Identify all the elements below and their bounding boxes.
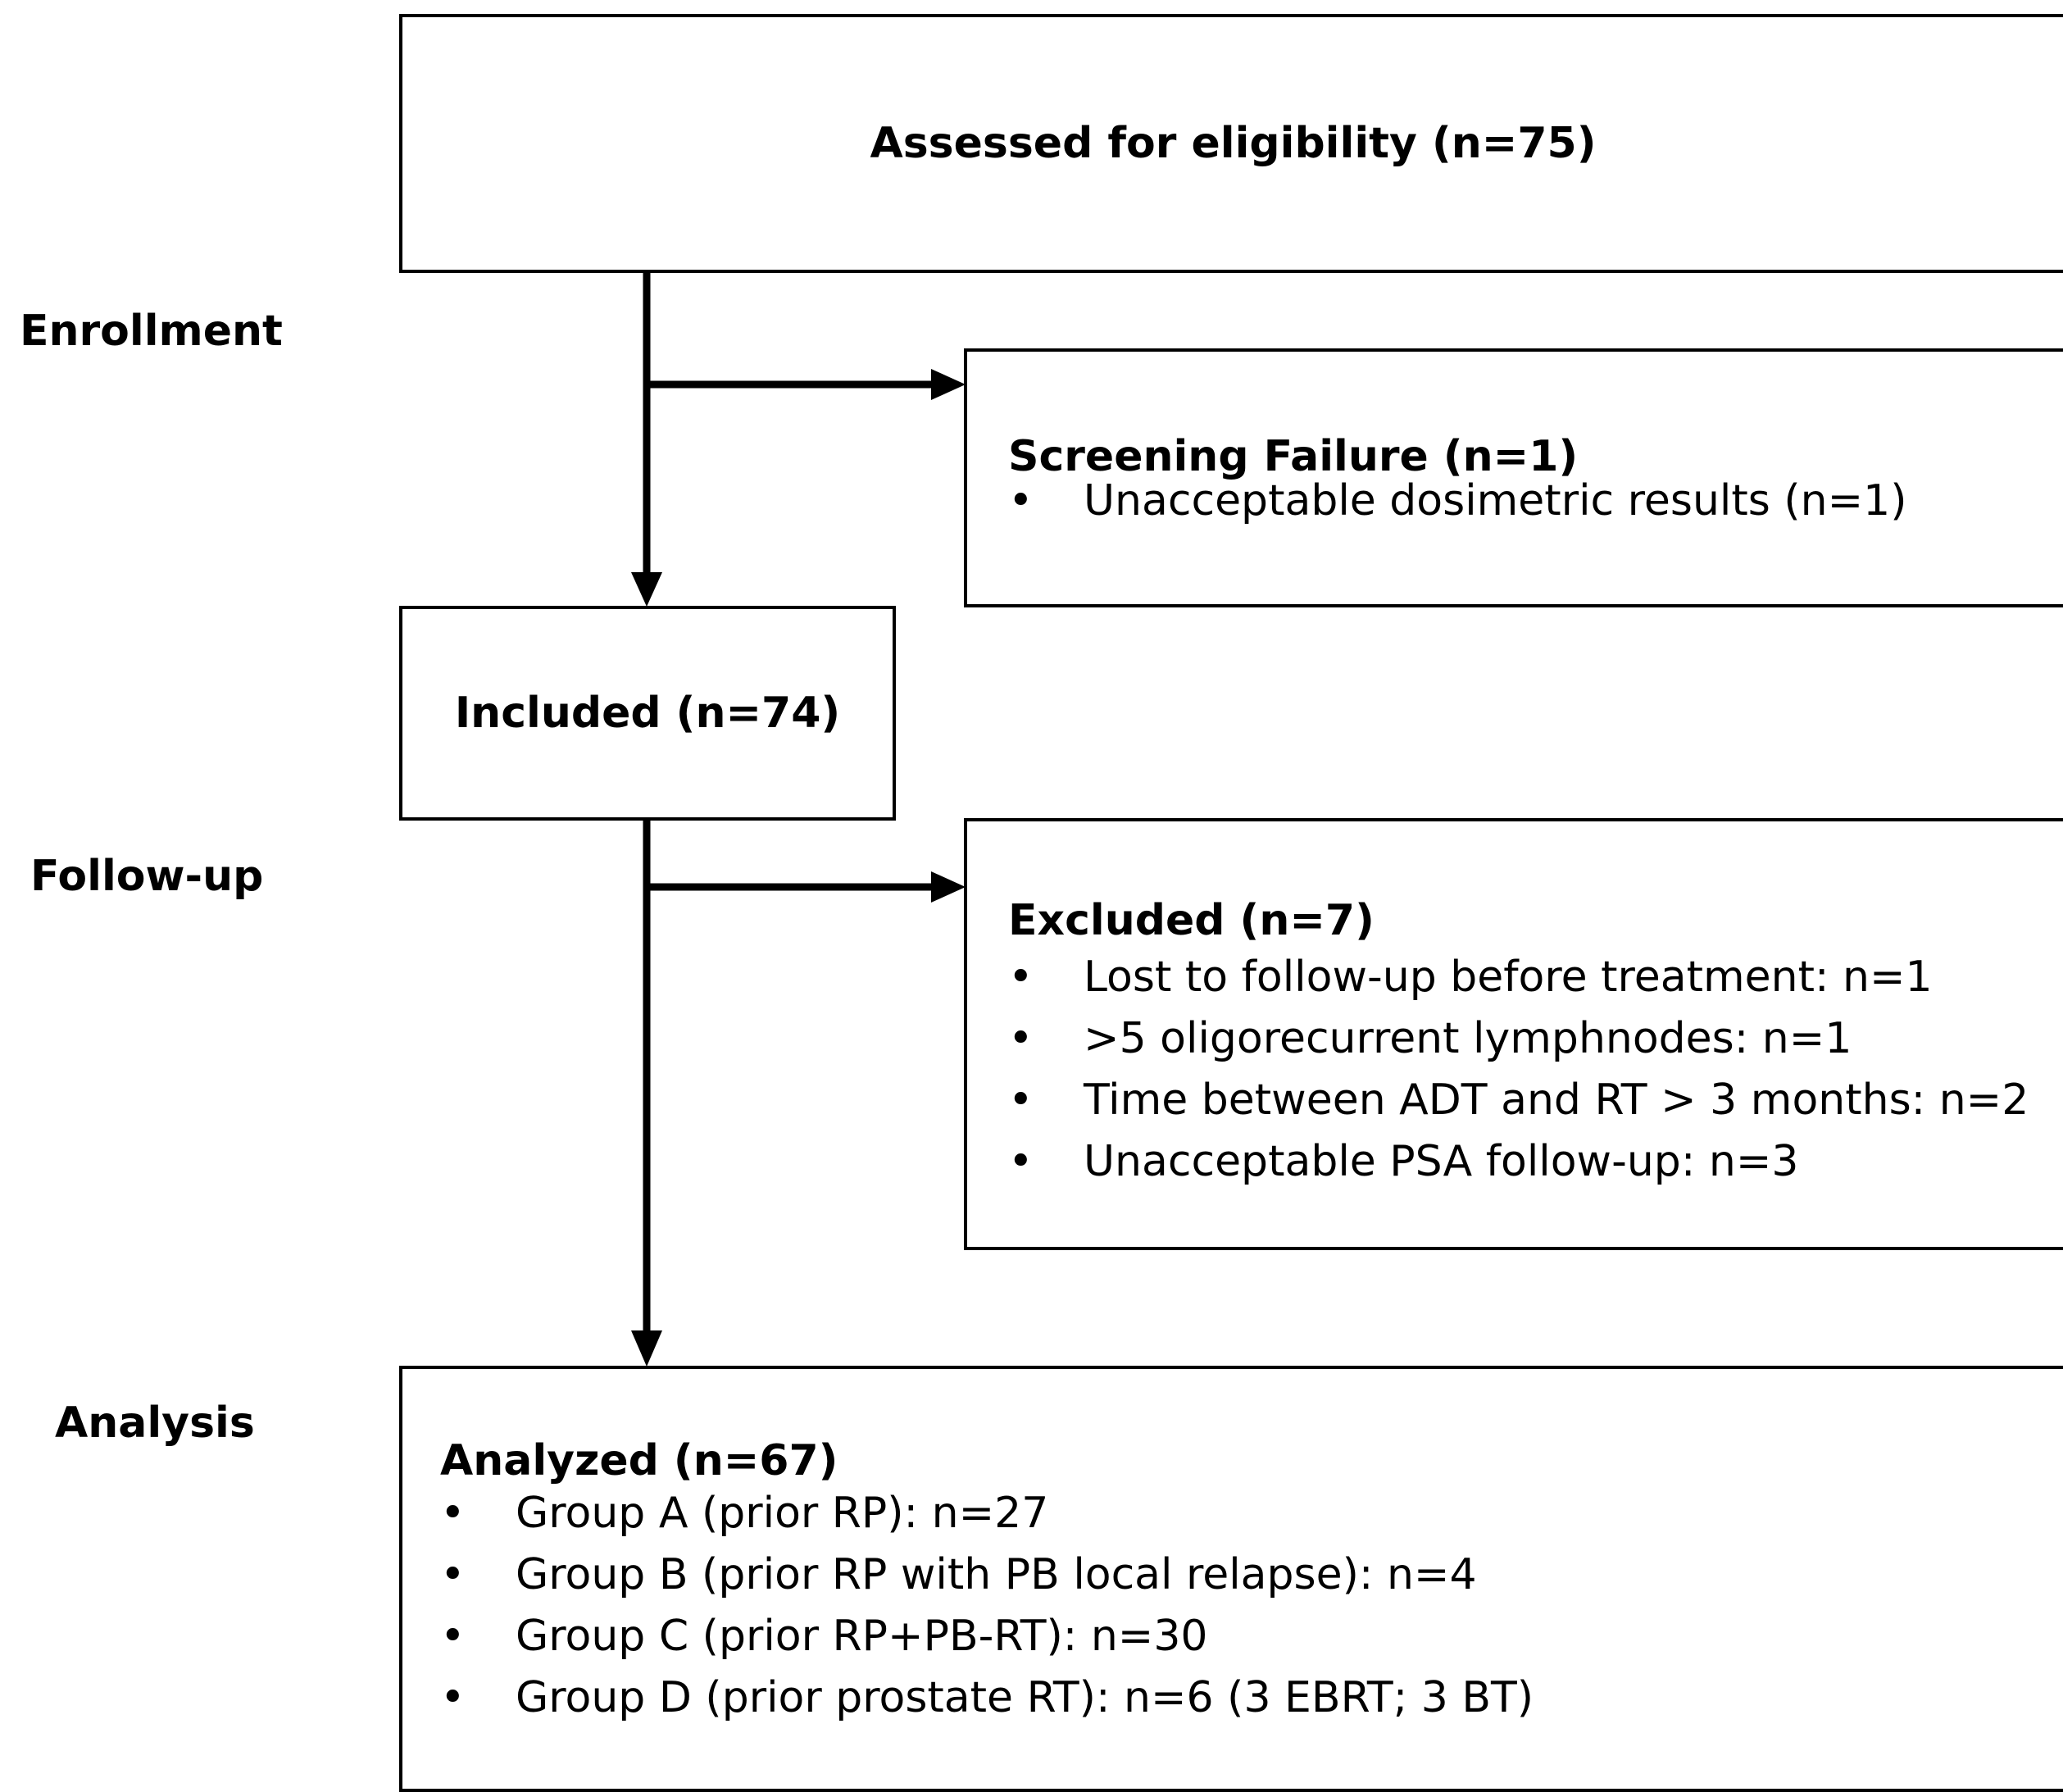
list-item: • Unacceptable PSA follow-up: n=3: [1008, 1131, 2029, 1193]
assessed-title: Assessed for eligibility (n=75): [870, 119, 1597, 168]
bullet-icon: •: [440, 1612, 466, 1661]
bullet-icon: •: [440, 1489, 466, 1538]
bullet-icon: •: [440, 1673, 466, 1722]
list-item-text: Group A (prior RP): n=27: [516, 1489, 1049, 1538]
analyzed-list: • Group A (prior RP): n=27 • Group B (pr…: [440, 1483, 1534, 1729]
list-item: • Time between ADT and RT > 3 months: n=…: [1008, 1070, 2029, 1131]
excluded-title: Excluded (n=7): [1008, 896, 1375, 945]
list-item-text: Group D (prior prostate RT): n=6 (3 EBRT…: [516, 1673, 1534, 1722]
excluded-box: Excluded (n=7) • Lost to follow-up befor…: [964, 818, 2063, 1250]
assessed-box: Assessed for eligibility (n=75): [399, 14, 2063, 273]
analyzed-box: Analyzed (n=67) • Group A (prior RP): n=…: [399, 1366, 2063, 1792]
stage-label-analysis: Analysis: [55, 1399, 255, 1448]
list-item: • Group A (prior RP): n=27: [440, 1483, 1534, 1544]
bullet-icon: •: [1008, 1137, 1034, 1186]
arrow-to-excluded-head: [931, 871, 966, 903]
list-item-text: Time between ADT and RT > 3 months: n=2: [1084, 1076, 2029, 1125]
excluded-list: • Lost to follow-up before treatment: n=…: [1008, 947, 2029, 1193]
bullet-icon: •: [1008, 1014, 1034, 1063]
arrow-included-to-analyzed-head: [631, 1330, 662, 1367]
arrow-to-screening-failure-head: [931, 369, 966, 400]
analyzed-title: Analyzed (n=67): [440, 1436, 838, 1485]
stage-label-follow-up: Follow-up: [30, 852, 264, 901]
bullet-icon: •: [440, 1550, 466, 1599]
bullet-icon: •: [1008, 1076, 1034, 1125]
list-item-text: Group C (prior RP+PB-RT): n=30: [516, 1612, 1208, 1661]
list-item: • >5 oligorecurrent lymphnodes: n=1: [1008, 1008, 2029, 1070]
list-item: • Group D (prior prostate RT): n=6 (3 EB…: [440, 1667, 1534, 1729]
included-box: Included (n=74): [399, 606, 896, 821]
screening-failure-title: Screening Failure (n=1): [1008, 432, 1579, 481]
included-title: Included (n=74): [454, 689, 841, 738]
arrow-assessed-to-included-head: [631, 572, 662, 607]
list-item: • Lost to follow-up before treatment: n=…: [1008, 947, 2029, 1008]
list-item-text: >5 oligorecurrent lymphnodes: n=1: [1084, 1014, 1852, 1063]
list-item-text: Lost to follow-up before treatment: n=1: [1084, 953, 1933, 1002]
stage-label-enrollment: Enrollment: [20, 307, 283, 356]
screening-failure-box: Screening Failure (n=1) • Unacceptable d…: [964, 348, 2063, 607]
list-item-text: Unacceptable PSA follow-up: n=3: [1084, 1137, 1799, 1186]
bullet-icon: •: [1008, 476, 1034, 525]
list-item-text: Unacceptable dosimetric results (n=1): [1084, 476, 1907, 525]
list-item: • Unacceptable dosimetric results (n=1): [1008, 471, 1907, 532]
list-item: • Group C (prior RP+PB-RT): n=30: [440, 1606, 1534, 1667]
list-item-text: Group B (prior RP with PB local relapse)…: [516, 1550, 1477, 1599]
bullet-icon: •: [1008, 953, 1034, 1002]
screening-failure-list: • Unacceptable dosimetric results (n=1): [1008, 471, 1907, 532]
list-item: • Group B (prior RP with PB local relaps…: [440, 1544, 1534, 1606]
